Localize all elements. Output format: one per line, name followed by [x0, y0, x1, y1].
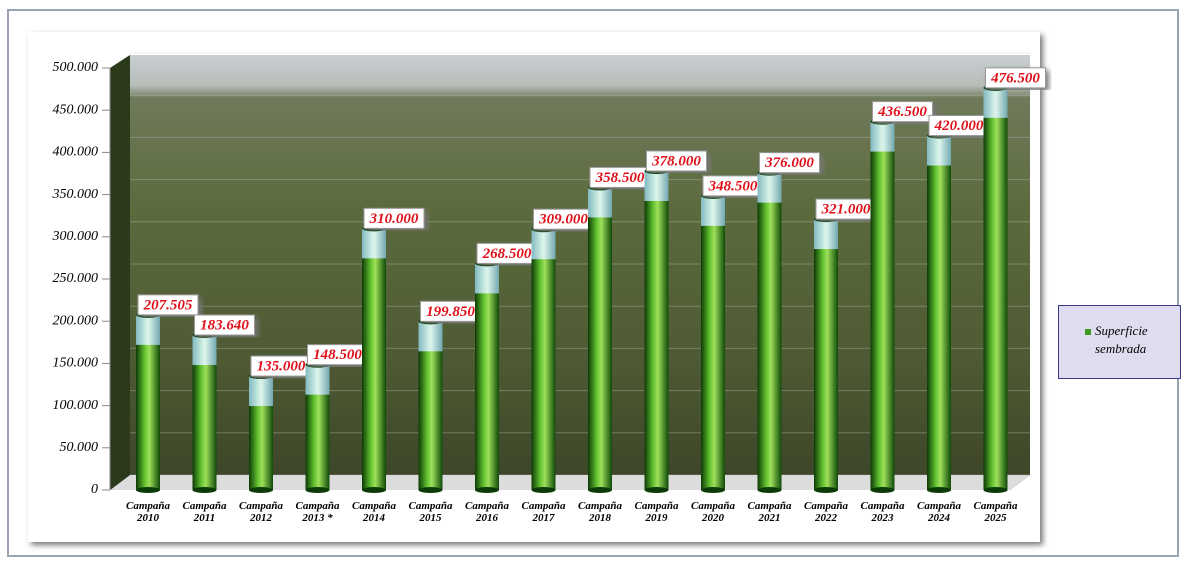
value-label: 135.000	[257, 358, 306, 374]
x-tick-label: Campaña 2018	[575, 500, 625, 524]
page: 207.505 183.640 135.000 148.500 310.000 199.8…	[0, 0, 1192, 565]
bar-highlight	[362, 228, 386, 258]
bar-base	[984, 487, 1008, 493]
bar-highlight	[306, 365, 330, 395]
y-tick-label: 50.000	[60, 440, 99, 455]
bar-highlight	[136, 315, 160, 345]
value-label: 207.505	[143, 297, 193, 313]
value-label: 199.850	[426, 304, 475, 320]
legend-label: Superficie sembrada	[1095, 322, 1179, 358]
y-tick-label: 0	[91, 482, 98, 497]
x-tick-label: Campaña 2024	[914, 500, 964, 524]
bar	[814, 219, 838, 490]
value-label: 358.500	[595, 170, 645, 186]
bar-highlight	[927, 136, 951, 166]
y-tick-label: 100.000	[53, 398, 99, 413]
side-wall	[110, 55, 130, 490]
bar-base	[758, 487, 782, 493]
bar-base	[475, 487, 499, 493]
x-tick-label: Campaña 2011	[180, 500, 230, 524]
y-tick-label: 400.000	[53, 145, 99, 160]
x-tick-label: Campaña 2013 *	[293, 500, 343, 524]
bar-highlight	[475, 263, 499, 293]
bar-highlight	[419, 321, 443, 351]
bar-base	[136, 487, 160, 493]
bar-highlight	[984, 88, 1008, 118]
bar	[927, 136, 951, 490]
y-tick-label: 450.000	[53, 102, 99, 117]
bar	[588, 187, 612, 490]
x-tick-label: Campaña 2015	[406, 500, 456, 524]
bar-base	[306, 487, 330, 493]
bar-base	[701, 487, 725, 493]
bar-base	[871, 487, 895, 493]
x-tick-label: Campaña 2010	[123, 500, 173, 524]
x-tick-label: Campaña 2016	[462, 500, 512, 524]
y-tick-label: 350.000	[52, 187, 99, 202]
y-tick-label: 200.000	[53, 313, 99, 328]
bar	[532, 229, 556, 490]
bar	[871, 122, 895, 490]
x-tick-label: Campaña 2023	[858, 500, 908, 524]
x-tick-label: Campaña 2017	[519, 500, 569, 524]
x-tick-label: Campaña 2012	[236, 500, 286, 524]
bar	[984, 88, 1008, 490]
bar-base	[645, 487, 669, 493]
value-label: 348.500	[708, 178, 758, 194]
value-label: 268.500	[482, 246, 532, 262]
bar	[701, 196, 725, 490]
y-tick-label: 500.000	[53, 60, 99, 75]
legend: Superficie sembrada	[1058, 305, 1181, 379]
bar-base	[249, 487, 273, 493]
bar-base	[419, 487, 443, 493]
bar-base	[193, 487, 217, 493]
bar	[362, 228, 386, 490]
bar-base	[588, 487, 612, 493]
value-label: 321.000	[821, 202, 871, 218]
value-label: 309.000	[538, 212, 588, 228]
x-tick-label: Campaña 2014	[349, 500, 399, 524]
bar-base	[532, 487, 556, 493]
bar-highlight	[588, 187, 612, 217]
y-tick-label: 250.000	[53, 271, 99, 286]
value-label: 310.000	[369, 211, 419, 227]
value-label: 183.640	[200, 317, 249, 333]
bar	[645, 171, 669, 490]
chart: 207.505 183.640 135.000 148.500 310.000 199.8…	[0, 0, 1192, 565]
value-label: 378.000	[651, 153, 701, 169]
x-tick-label: Campaña 2021	[745, 500, 795, 524]
x-tick-label: Campaña 2025	[971, 500, 1021, 524]
x-tick-label: Campaña 2019	[632, 500, 682, 524]
value-label: 420.000	[934, 118, 984, 134]
bar-highlight	[249, 376, 273, 406]
bar-base	[362, 487, 386, 493]
bar-highlight	[758, 173, 782, 203]
x-tick-label: Campaña 2022	[801, 500, 851, 524]
bar-highlight	[871, 122, 895, 152]
value-label: 436.500	[877, 104, 927, 120]
bar-base	[927, 487, 951, 493]
bar	[475, 263, 499, 490]
bar-highlight	[645, 171, 669, 201]
y-tick-label: 300.000	[52, 229, 99, 244]
legend-key	[1085, 329, 1091, 335]
y-tick-label: 150.000	[53, 356, 99, 371]
bar-highlight	[814, 219, 838, 249]
value-label: 148.500	[313, 347, 362, 363]
x-tick-label: Campaña 2020	[688, 500, 738, 524]
bar-highlight	[532, 229, 556, 259]
value-label: 376.000	[764, 155, 814, 171]
bar-base	[814, 487, 838, 493]
value-label: 476.500	[990, 70, 1040, 86]
bar-highlight	[193, 335, 217, 365]
bar-highlight	[701, 196, 725, 226]
bar	[758, 173, 782, 490]
